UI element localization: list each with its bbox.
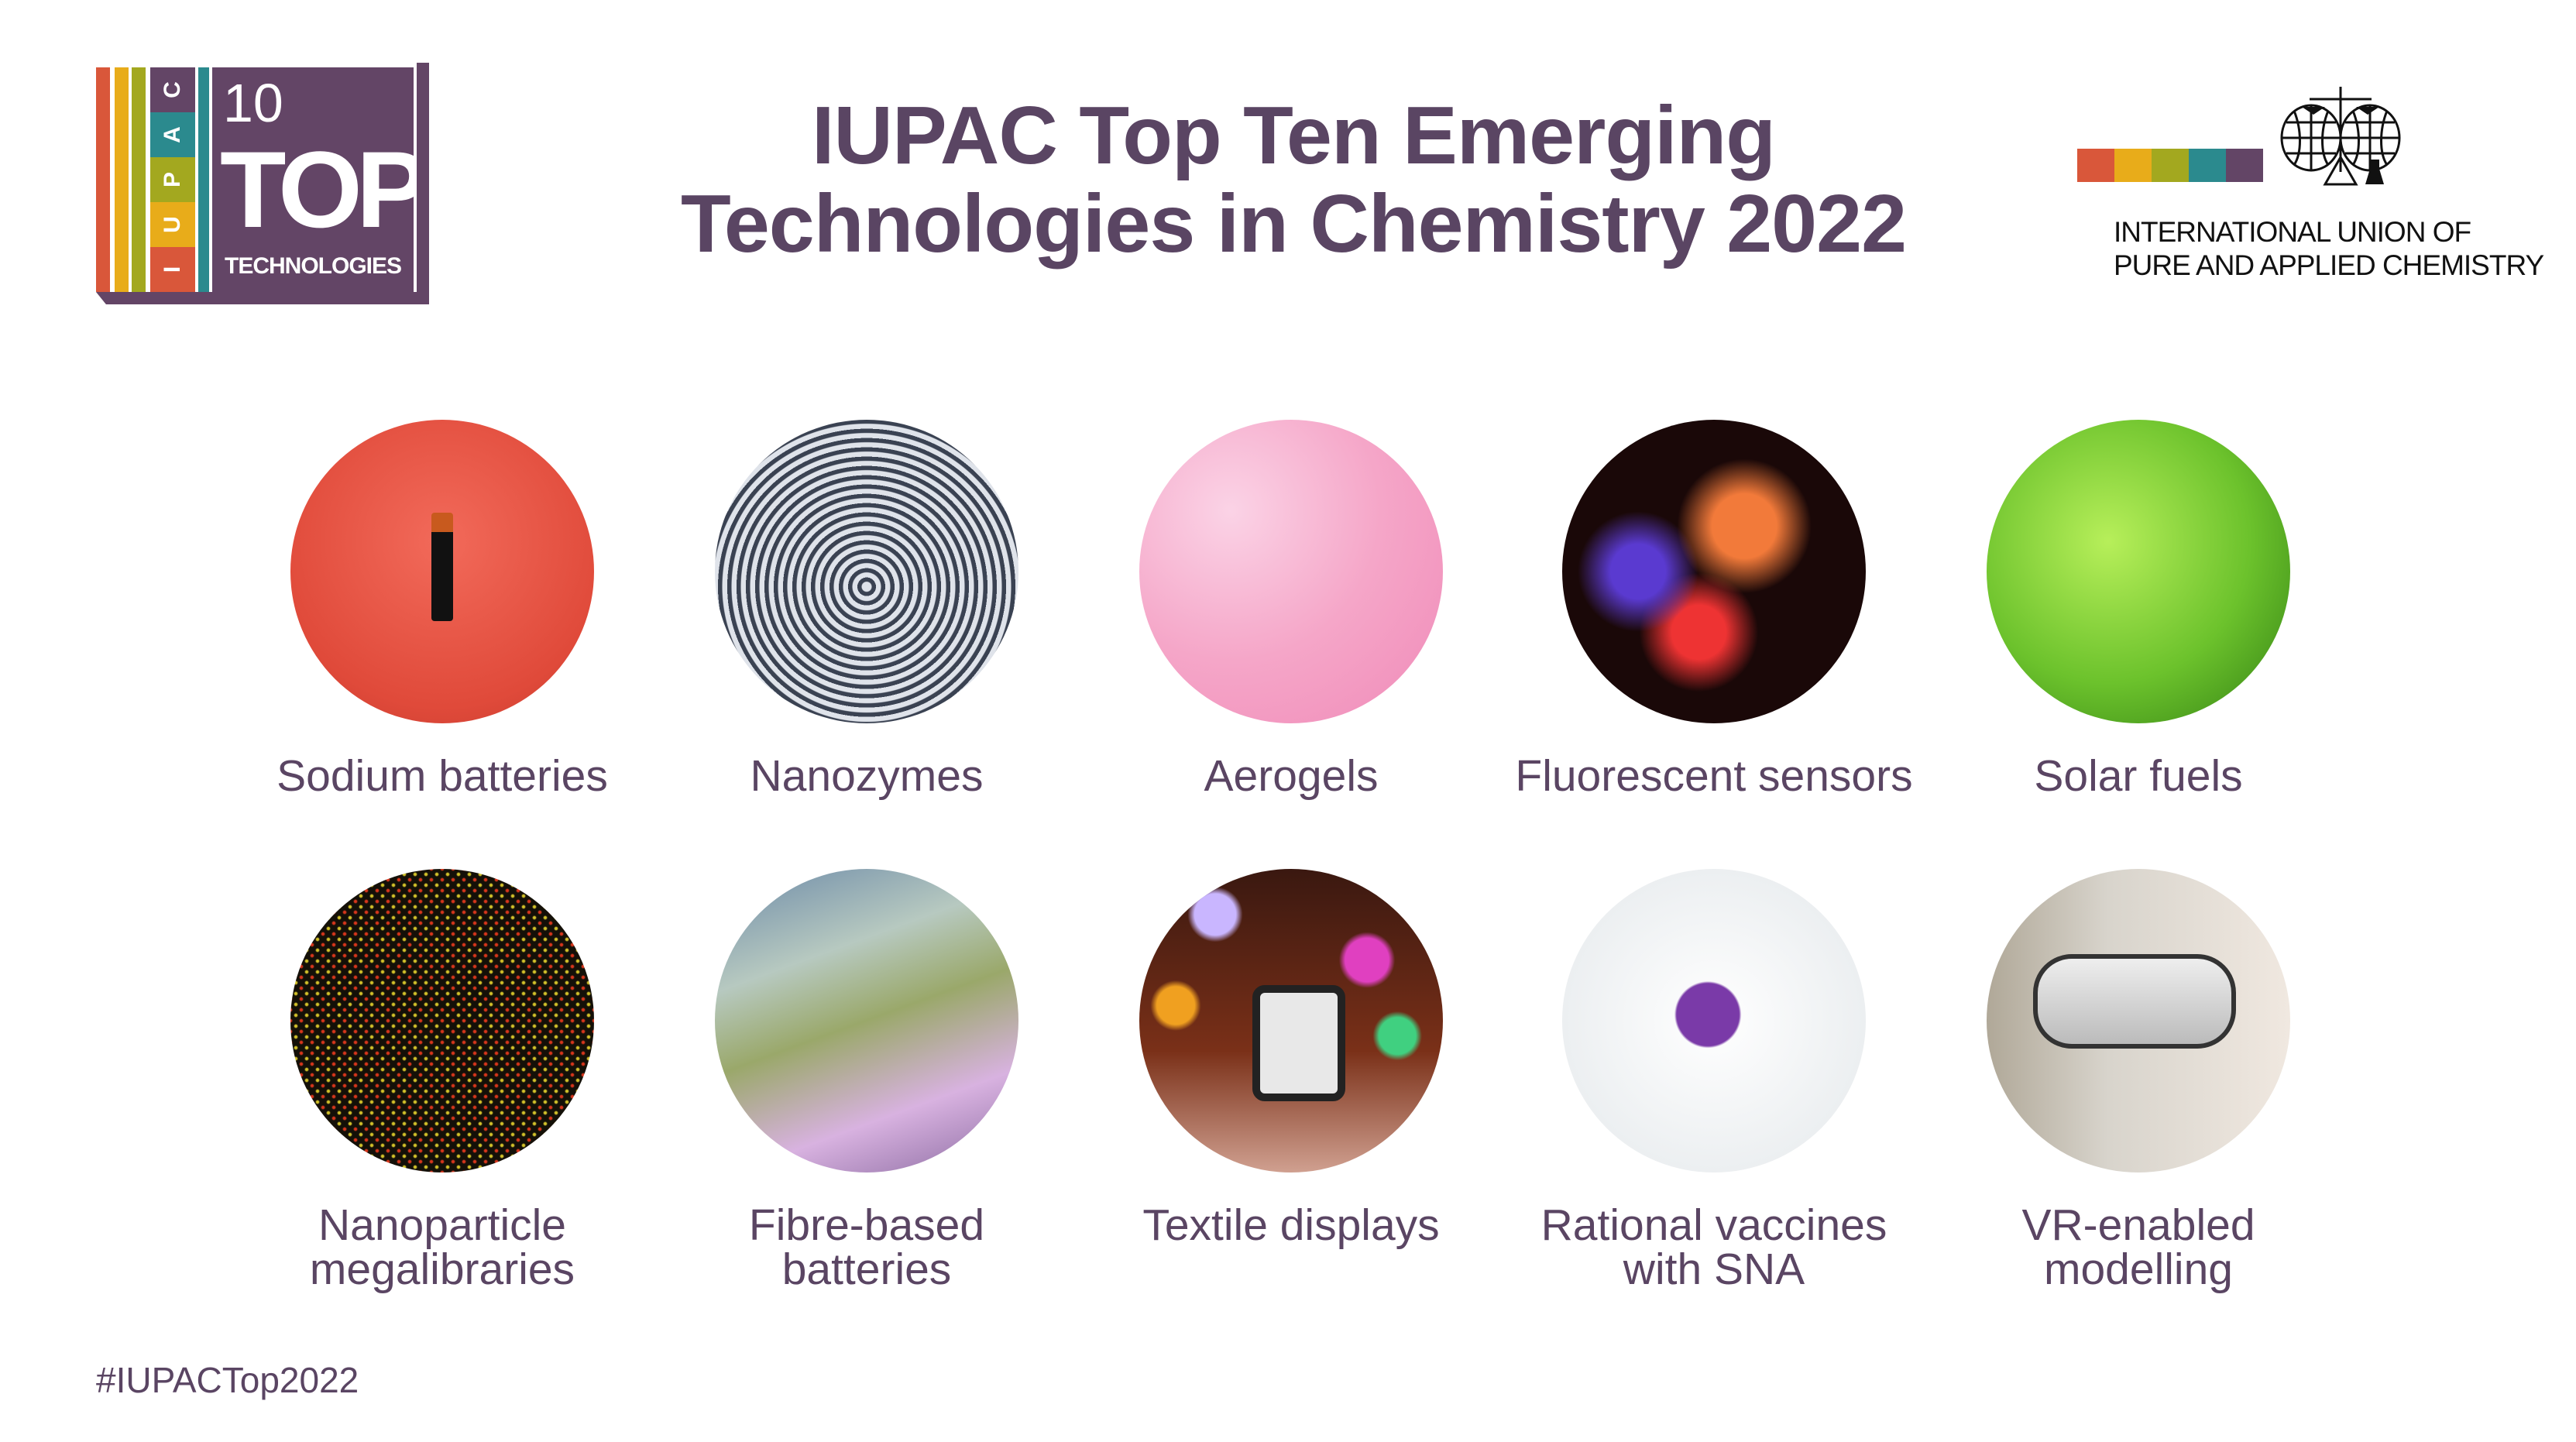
- rational-vaccines-image: [1562, 869, 1866, 1172]
- logo-letter: A: [159, 126, 185, 143]
- vr-enabled-modelling-image: [1987, 869, 2290, 1172]
- title-line-1: IUPAC Top Ten Emerging: [811, 90, 1776, 181]
- tech-item-textile-displays: Textile displays: [1082, 869, 1500, 1248]
- logo-letter: C: [159, 81, 185, 98]
- logo-iupac-column: I U P A C: [150, 67, 195, 292]
- tech-label-line-2: batteries: [781, 1245, 952, 1294]
- nanozymes-image: [715, 420, 1018, 723]
- logo-letter: P: [159, 171, 185, 188]
- hashtag: #IUPACTop2022: [96, 1360, 359, 1400]
- tech-label: Nanozymes: [750, 751, 984, 801]
- tech-item-nanoparticle-megalibraries: Nanoparticle megalibraries: [233, 869, 651, 1292]
- tech-label: Aerogels: [1204, 751, 1379, 801]
- tech-label: Nanoparticle: [318, 1200, 566, 1250]
- tech-item-nanozymes: Nanozymes: [658, 420, 1076, 798]
- title-line-2: Technologies in Chemistry 2022: [680, 178, 1907, 270]
- tech-item-sodium-batteries: Sodium batteries: [233, 420, 651, 798]
- logo-subword: TECHNOLOGIES: [225, 253, 402, 279]
- fibre-based-batteries-image: [715, 869, 1018, 1172]
- tech-label: Solar fuels: [2034, 751, 2243, 801]
- solar-fuels-image: [1987, 420, 2290, 723]
- organization-name: INTERNATIONAL UNION OF PURE AND APPLIED …: [2114, 215, 2544, 282]
- logo-letter: U: [159, 216, 185, 233]
- textile-displays-image: [1139, 869, 1443, 1172]
- sodium-batteries-image: [290, 420, 594, 723]
- tech-item-solar-fuels: Solar fuels: [1929, 420, 2348, 798]
- logo-box: 10 TOP TECHNOLOGIES: [212, 67, 428, 292]
- organization-line-2: PURE AND APPLIED CHEMISTRY: [2114, 249, 2544, 281]
- logo-shadow: [417, 63, 429, 304]
- logo-stripe-olive: [132, 67, 146, 292]
- aerogels-image: [1139, 420, 1443, 723]
- tech-item-fibre-based-batteries: Fibre-based batteries: [658, 869, 1076, 1292]
- tech-item-aerogels: Aerogels: [1082, 420, 1500, 798]
- tech-item-vr-enabled-modelling: VR-enabled modelling: [1929, 869, 2348, 1292]
- tech-label: Textile displays: [1142, 1200, 1440, 1250]
- nanoparticle-megalibraries-image: [290, 869, 594, 1172]
- logo-number: 10: [223, 73, 283, 133]
- iupac-emblem-icon: [2280, 87, 2401, 186]
- tech-label: Fibre-based: [748, 1200, 985, 1250]
- tech-label: Rational vaccines: [1540, 1200, 1887, 1250]
- logo-stripe-orange: [96, 67, 110, 292]
- logo-stripe-teal: [198, 67, 209, 292]
- iupac-color-bar: [2077, 149, 2263, 182]
- tech-label-line-2: with SNA: [1623, 1245, 1805, 1294]
- logo-letter: I: [160, 266, 185, 273]
- logo-word: TOP: [220, 129, 428, 250]
- tech-item-rational-vaccines: Rational vaccines with SNA: [1505, 869, 1923, 1292]
- tech-label-line-2: modelling: [2044, 1245, 2233, 1294]
- logo-shadow: [96, 292, 429, 304]
- logo-stripe-yellow: [115, 67, 129, 292]
- tech-label-line-2: megalibraries: [309, 1245, 575, 1294]
- tech-label: Sodium batteries: [276, 751, 608, 801]
- organization-line-1: INTERNATIONAL UNION OF: [2114, 216, 2471, 248]
- fluorescent-sensors-image: [1562, 420, 1866, 723]
- page-title: IUPAC Top Ten Emerging Technologies in C…: [542, 91, 2045, 268]
- tech-item-fluorescent-sensors: Fluorescent sensors: [1505, 420, 1923, 798]
- tech-label: VR-enabled: [2021, 1200, 2255, 1250]
- tech-label: Fluorescent sensors: [1515, 751, 1913, 801]
- iupac-top-ten-logo: I U P A C 10 TOP TECHNOLOGIES: [96, 63, 429, 307]
